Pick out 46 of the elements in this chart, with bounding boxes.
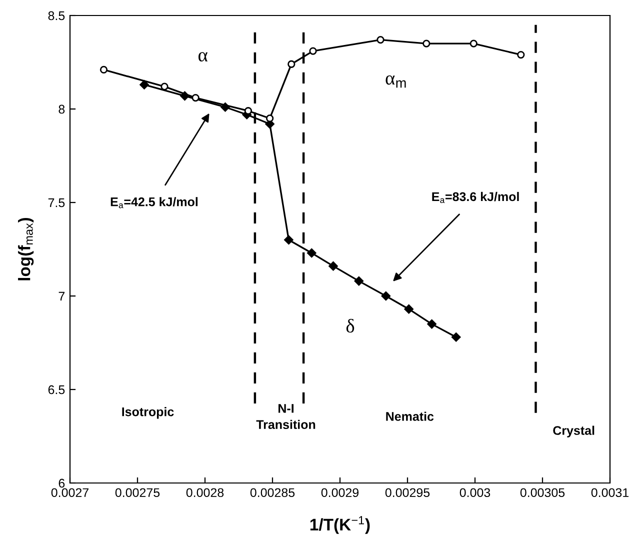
annotation: Nematic [386,412,434,421]
point [381,291,391,301]
x-tick-label: 0.00305 [520,488,565,498]
x-tick-label: 0.0028 [186,488,224,498]
point [307,248,316,258]
point [244,107,252,115]
point [284,235,294,245]
x-tick-label: 0.00285 [250,488,295,498]
point [266,114,274,122]
x-tick-label: 0.0029 [321,488,359,498]
y-tick-label: 6.5 [48,385,65,394]
y-axis-title: log(f$_{max}$) [18,218,34,280]
annotation: α [198,52,208,62]
point [427,319,436,329]
x-axis-title: 1/T(K$^{−1}$) [310,516,370,534]
point [328,261,338,271]
point [517,50,525,59]
point [422,40,430,48]
point [354,276,364,286]
point [100,66,108,74]
point [376,36,384,44]
y-tick-label: 8.5 [48,11,65,20]
x-tick-label: 0.0031 [591,488,629,498]
point [160,82,168,90]
x-tick-label: 0.00275 [115,488,160,498]
annotation: E$_{a}$=42.5 kJ/mol [110,197,198,208]
y-tick-label: 7.5 [48,198,65,208]
annotation: δ [346,318,354,333]
point [192,94,200,102]
annotation: Crystal [553,426,594,438]
point [451,332,461,342]
annotation: E$_{a}$=83.6 kJ/mol [432,192,519,204]
y-tick-label: 6 [58,478,65,488]
annotation: Isotropic [122,407,174,419]
point [470,40,478,48]
point [309,47,317,55]
x-tick-label: 0.003 [460,488,490,498]
y-tick-label: 8 [58,104,65,114]
annotation: N-I Transition [256,404,316,429]
point [140,80,149,90]
annotation: α$_{m}$ [386,75,406,88]
x-tick-label: 0.00295 [385,488,430,498]
y-tick-label: 7 [58,292,65,301]
point [404,304,414,314]
x-tick-label: 0.0027 [51,488,88,498]
point [288,60,296,68]
